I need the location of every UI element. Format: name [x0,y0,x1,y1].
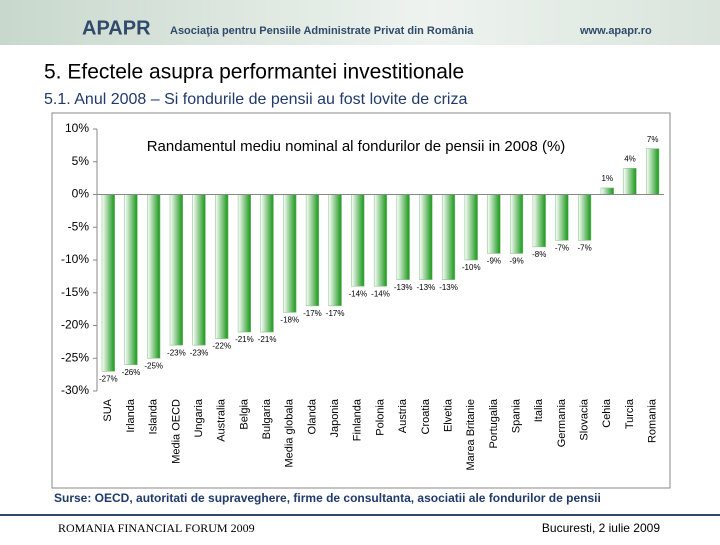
bar [260,194,274,333]
logo: APAPR [82,17,151,39]
data-label: -8% [532,250,546,259]
x-tick-label: SUA [102,398,114,421]
x-tick-label: Media globala [284,398,296,467]
x-tick-label: Olanda [306,398,318,434]
x-tick-label: Elvetia [442,398,454,432]
data-label: -22% [212,342,231,351]
bar [283,194,297,313]
footer-right: Bucuresti, 2 iulie 2009 [542,521,660,535]
x-tick-label: Japonia [329,398,341,437]
bar [487,194,501,254]
x-tick-label: Portugalia [488,398,500,448]
bar [623,168,637,195]
x-tick-label: Polonia [374,398,386,436]
source: Surse: OECD, autoritati de supraveghere,… [54,491,601,505]
bar [373,194,388,287]
y-tick-label: -20% [61,318,89,332]
data-label: -7% [555,243,569,252]
data-label: -9% [509,257,523,266]
data-label: -13% [394,283,413,292]
x-tick-label: Germania [556,398,568,447]
bar [101,194,115,372]
data-label: 4% [624,154,636,163]
footer-left: ROMANIA FINANCIAL FORUM 2009 [58,521,255,535]
y-tick-label: 5% [72,154,90,168]
org-name: Asociaţia pentru Pensiile Administrate P… [170,25,474,37]
x-tick-label: Italia [533,398,545,422]
header-banner [0,0,720,45]
data-label: -23% [167,348,186,357]
data-label: -21% [258,335,277,344]
slide-title: 5. Efectele asupra performantei investit… [44,61,464,84]
bar [215,194,229,339]
data-label: -7% [578,243,592,252]
data-label: -18% [280,316,299,325]
url: www.apapr.ro [579,25,652,37]
x-tick-label: Bulgaria [261,398,273,439]
bar [600,187,614,195]
bar [328,194,342,307]
x-tick-label: Marea Britanie [465,399,477,471]
bar [147,194,161,359]
bar [555,194,569,241]
bar [305,194,320,307]
x-tick-label: Spania [510,398,522,433]
data-label: 1% [602,174,614,183]
data-label: -14% [371,289,390,298]
x-tick-label: Croatia [420,398,432,434]
x-tick-label: Ungaria [193,398,205,437]
bar [192,194,206,346]
data-label: -13% [417,283,436,292]
data-label: -17% [326,309,345,318]
data-label: -26% [122,368,141,377]
data-label: -9% [487,257,501,266]
x-tick-label: Islanda [148,398,160,434]
data-label: -17% [303,309,322,318]
bar [578,194,592,241]
x-tick-label: Cehia [601,398,613,428]
x-tick-label: Finlanda [352,398,364,441]
bar [509,194,524,254]
bar [351,194,365,287]
y-tick-label: -10% [61,252,89,266]
bar [646,148,660,195]
x-tick-label: Slovacia [579,398,591,440]
x-tick-label: Media OECD [170,399,182,464]
x-tick-label: Australia [216,398,228,442]
data-label: -23% [190,348,209,357]
x-tick-label: Turcia [624,398,636,429]
bar [396,194,410,280]
data-label: -25% [144,361,163,370]
data-label: 7% [647,135,659,144]
bar [419,194,433,280]
y-tick-label: 10% [65,121,89,135]
data-label: -27% [99,374,118,383]
x-tick-label: Romania [647,398,659,443]
bar [464,194,478,261]
bar [124,194,138,366]
data-label: -13% [439,283,458,292]
x-tick-label: Irlanda [125,398,137,433]
bar [532,194,546,248]
data-label: -10% [462,263,481,272]
y-tick-label: -25% [61,350,89,364]
slide-subtitle: 5.1. Anul 2008 – Si fondurile de pensii … [44,91,467,108]
x-tick-label: Belgia [238,398,250,429]
data-label: -14% [348,289,367,298]
y-tick-label: -30% [61,383,89,397]
bar [441,194,456,280]
bar [237,194,252,333]
data-label: -21% [235,335,254,344]
y-tick-label: 0% [72,187,90,201]
y-tick-label: -5% [68,219,90,233]
y-tick-label: -15% [61,285,89,299]
x-tick-label: Austria [397,398,409,433]
chart-title: Randamentul mediu nominal al fondurilor … [147,138,566,155]
bar [169,194,183,346]
